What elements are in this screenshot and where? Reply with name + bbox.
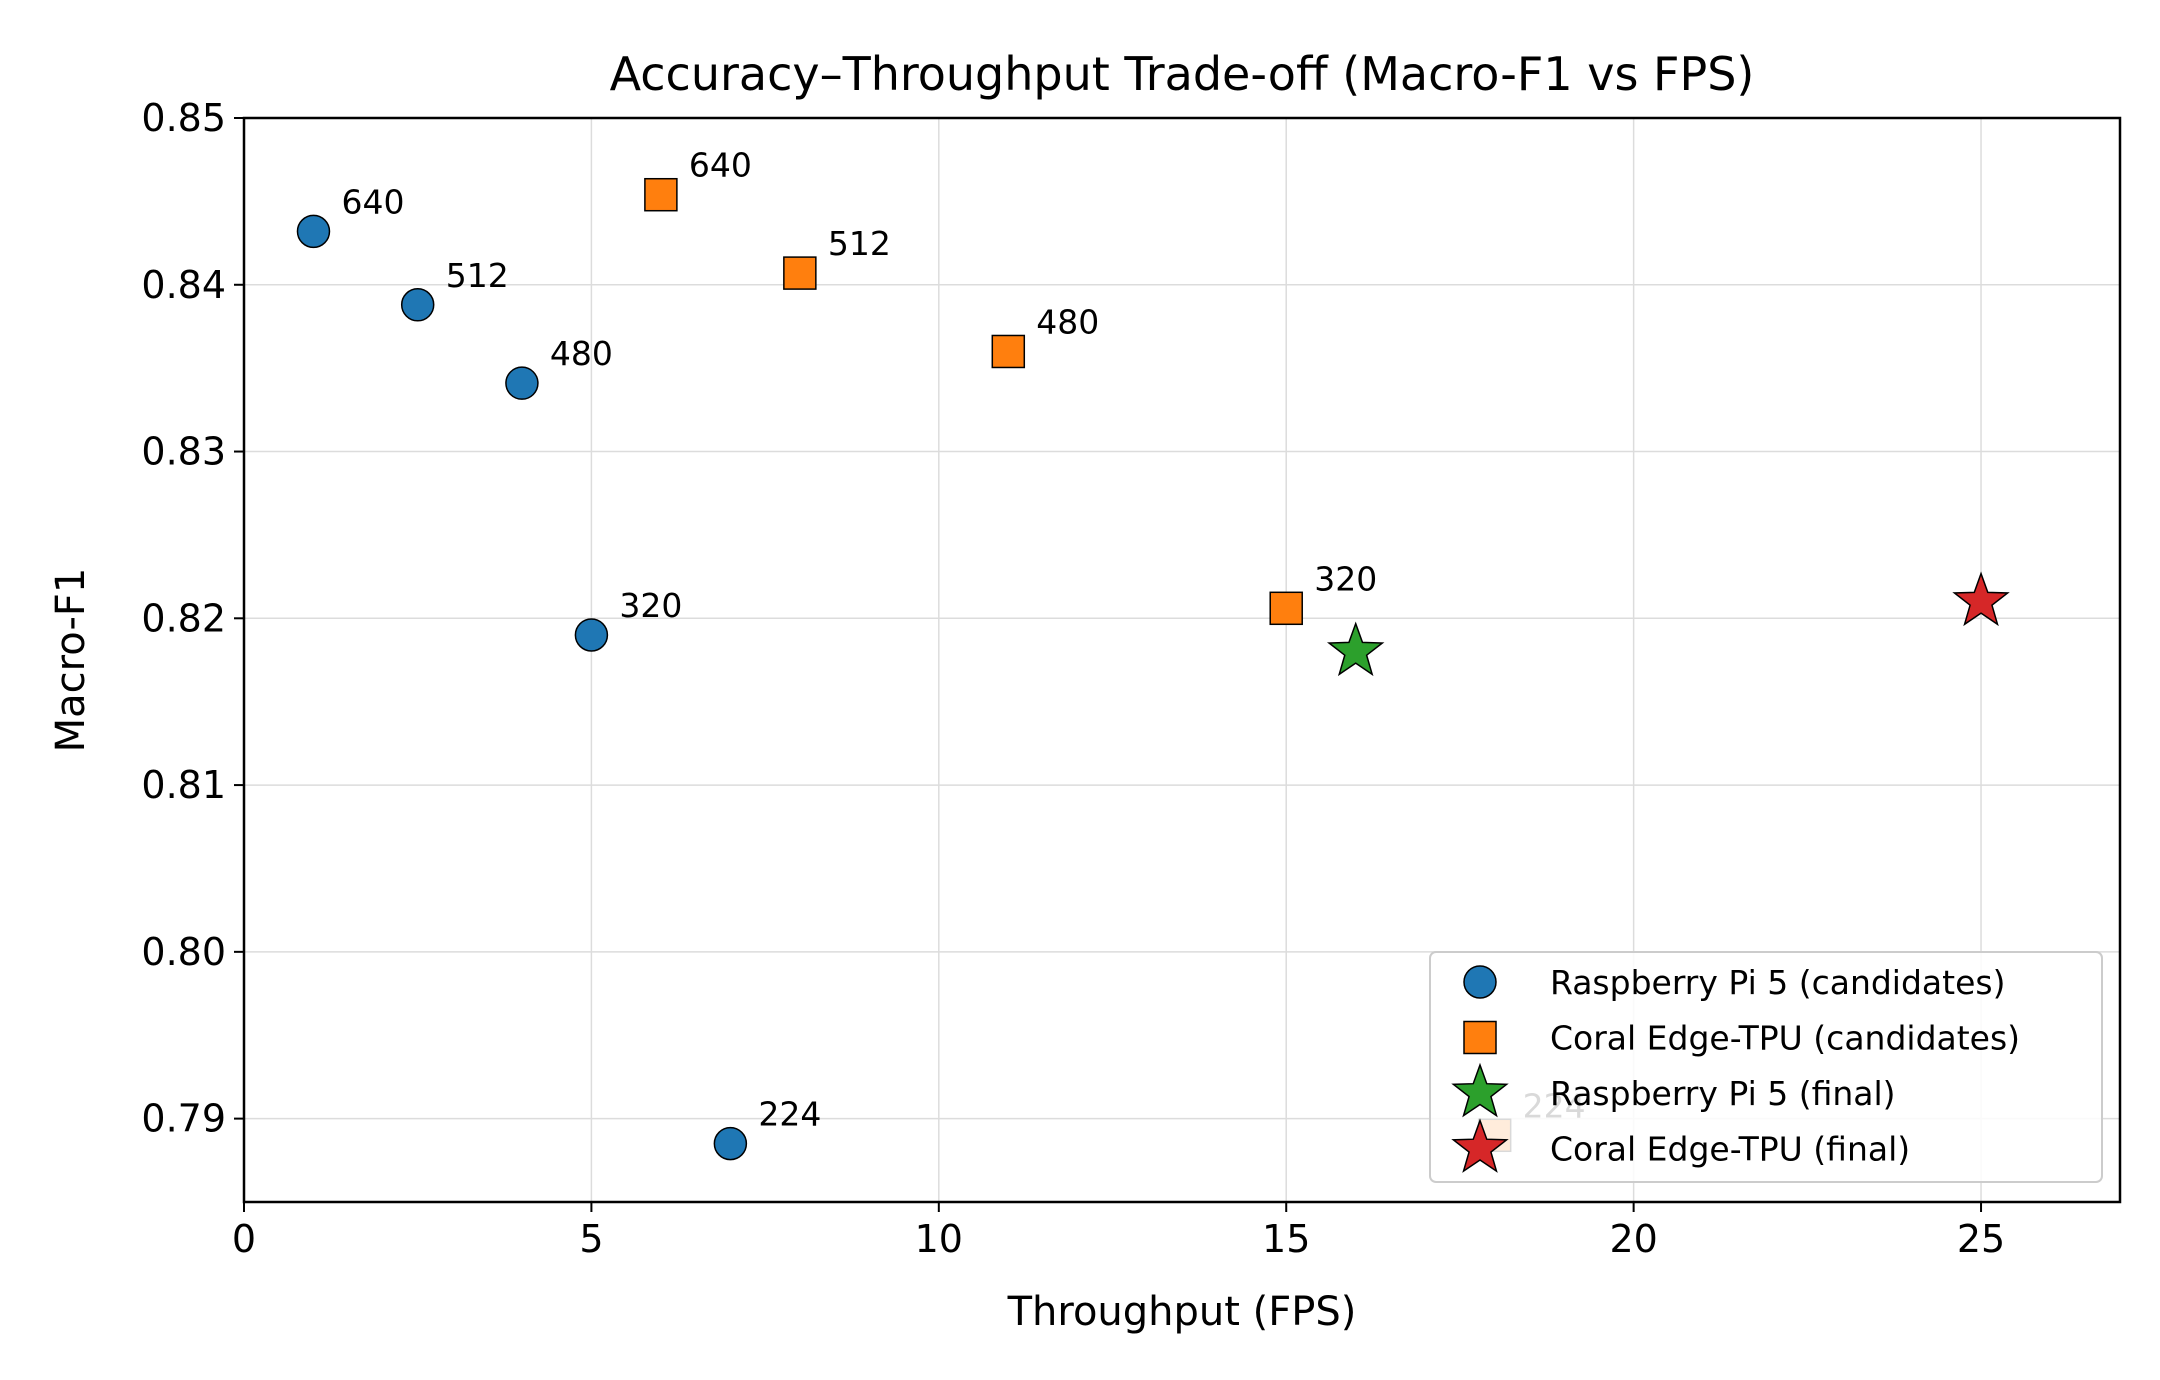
- point-label: 512: [828, 224, 891, 263]
- legend-marker: [1451, 1118, 1509, 1173]
- y-tick-label: 0.81: [141, 763, 226, 807]
- legend-label: Coral Edge-TPU (candidates): [1550, 1019, 2020, 1058]
- legend-item: Coral Edge-TPU (final): [1451, 1118, 1910, 1173]
- legend-label: Raspberry Pi 5 (candidates): [1550, 963, 2005, 1002]
- legend-item: Coral Edge-TPU (candidates): [1463, 1019, 2020, 1058]
- y-axis-label: Macro-F1: [48, 568, 94, 753]
- data-point-square: [783, 256, 817, 290]
- point-label: 320: [619, 586, 682, 625]
- legend-box: [1429, 951, 2103, 1183]
- legend-item: Raspberry Pi 5 (final): [1451, 1062, 1896, 1118]
- data-point-star: [1952, 571, 2010, 627]
- data-point-square: [991, 334, 1026, 369]
- series-0: 640 512 480 320 224: [296, 182, 821, 1161]
- legend-items: Raspberry Pi 5 (candidates) Coral Edge-TP…: [1451, 963, 2020, 1173]
- data-point-square: [1269, 591, 1303, 626]
- point-label: 480: [550, 334, 613, 373]
- legend-marker: [1463, 1020, 1497, 1055]
- plot-frame: [242, 116, 2122, 1204]
- x-tick-label: 15: [1262, 1217, 1310, 1261]
- point-label: 640: [689, 146, 752, 185]
- y-tick-label: 0.79: [141, 1097, 226, 1141]
- point-label: 224: [758, 1095, 821, 1134]
- x-tick-label: 20: [1609, 1217, 1657, 1261]
- point-label: 640: [341, 182, 404, 221]
- data-point-circle: [574, 618, 609, 652]
- legend-marker: [1463, 965, 1497, 999]
- legend-marker: [1451, 1062, 1509, 1118]
- data-point-circle: [296, 214, 331, 249]
- legend-label: Raspberry Pi 5 (final): [1550, 1074, 1896, 1113]
- legend-item: Raspberry Pi 5 (candidates): [1463, 963, 2005, 1002]
- legend-label: Coral Edge-TPU (final): [1550, 1130, 1910, 1169]
- data-point-circle: [713, 1126, 748, 1161]
- chart-title: Accuracy–Throughput Trade-off (Macro-F1 …: [610, 47, 1755, 101]
- point-label: 480: [1036, 302, 1099, 341]
- x-tick-label: 10: [915, 1217, 963, 1261]
- legend: Raspberry Pi 5 (candidates) Coral Edge-TP…: [1429, 951, 2103, 1183]
- point-label: 512: [446, 256, 509, 295]
- y-tick-label: 0.84: [141, 263, 226, 307]
- data-point-circle: [400, 288, 435, 322]
- data-point-square: [644, 177, 678, 212]
- data-point-circle: [505, 366, 539, 400]
- x-tick-label: 0: [232, 1217, 256, 1261]
- y-tick-label: 0.85: [141, 96, 226, 140]
- point-label: 320: [1314, 559, 1377, 598]
- data-point-star: [1326, 621, 1385, 677]
- x-tick-label: 25: [1957, 1217, 2005, 1261]
- axes-layer: 0 5 10 15 20 25 0.79 0.80 0.81 0.82 0.83 0.84 0.85: [141, 96, 2005, 1261]
- y-tick-label: 0.83: [141, 430, 226, 474]
- y-tick-label: 0.80: [141, 930, 226, 974]
- y-tick-label: 0.82: [141, 596, 226, 640]
- series-3: [1952, 571, 2010, 627]
- series-2: [1326, 621, 1385, 677]
- x-tick-label: 5: [579, 1217, 603, 1261]
- x-axis-label: Throughput (FPS): [1007, 1289, 1357, 1335]
